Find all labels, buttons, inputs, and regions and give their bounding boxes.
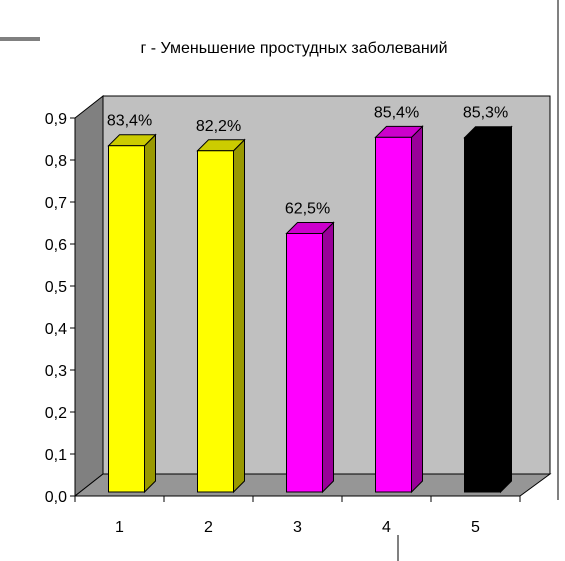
bar (463, 125, 513, 494)
data-label: 85,4% (374, 104, 419, 121)
bar-side (500, 125, 512, 494)
x-tick-label: 1 (115, 519, 124, 536)
bar-front (375, 136, 412, 493)
bar (107, 133, 157, 494)
data-label: 62,5% (285, 201, 330, 218)
data-label: 82,2% (196, 118, 241, 135)
bar-side (322, 221, 334, 494)
data-labels: 83,4% 82,2% 62,5% 85,4% 85,3% (107, 104, 508, 217)
bar-side (411, 125, 423, 494)
y-tick-label: 0,3 (45, 363, 67, 380)
bar (285, 221, 335, 494)
y-tick-label: 0,6 (45, 237, 67, 254)
y-axis: 0,0 0,1 0,2 0,3 0,4 0,5 0,6 0,7 0,8 0,9 (45, 111, 76, 506)
x-tick-label: 5 (471, 519, 480, 536)
y-tick-label: 0,9 (45, 111, 67, 128)
bar-side (144, 133, 156, 494)
data-label: 85,3% (463, 105, 508, 122)
y-tick-label: 0,4 (45, 321, 67, 338)
side-wall (74, 94, 104, 498)
bar-side (233, 138, 245, 494)
x-tick-label: 4 (382, 519, 391, 536)
bar (374, 125, 424, 494)
bar (196, 138, 246, 494)
bars (107, 125, 513, 494)
chart-title: г - Уменьшение простудных заболеваний (140, 40, 447, 57)
y-tick-label: 0,1 (45, 447, 67, 464)
bar-front (286, 233, 323, 493)
y-tick-label: 0,7 (45, 195, 67, 212)
x-tick-label: 3 (293, 519, 302, 536)
x-tick-label: 2 (204, 519, 213, 536)
bar-front (108, 145, 145, 493)
y-tick-label: 0,8 (45, 153, 67, 170)
data-label: 83,4% (107, 113, 152, 130)
x-axis: 1 2 3 4 5 (74, 495, 521, 536)
bar-front (464, 137, 501, 493)
y-tick-label: 0,5 (45, 279, 67, 296)
bar-front (197, 150, 234, 493)
y-tick-label: 0,0 (45, 489, 67, 506)
y-tick-label: 0,2 (45, 405, 67, 422)
